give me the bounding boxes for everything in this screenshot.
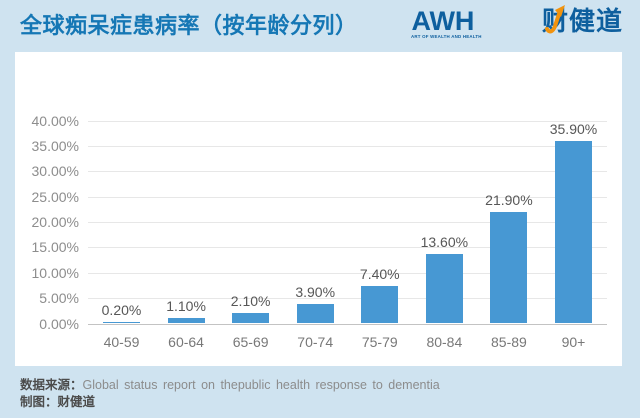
x-tick-label: 75-79: [361, 333, 398, 350]
awh-logo-tagline: ART OF WEALTH AND HEALTH: [411, 34, 483, 39]
awh-logo-chinese-text: 财健道: [541, 6, 623, 36]
awh-logo-chinese: 财健道: [541, 5, 623, 36]
bar: [232, 312, 270, 324]
y-tick-label: 35.00%: [31, 137, 79, 154]
credit-text: 财健道: [57, 395, 96, 409]
y-tick-label: 20.00%: [31, 214, 79, 230]
bar: [103, 322, 140, 324]
y-tick-label: 25.00%: [31, 188, 79, 205]
awh-logo-wordmark: AWH: [411, 6, 475, 36]
bar-value-label: 13.60%: [420, 234, 469, 251]
x-tick-label: 65-69: [232, 333, 269, 350]
x-tick-label: 70-74: [297, 333, 334, 350]
gridline: [88, 196, 607, 198]
gridline: [88, 247, 607, 249]
bar: [490, 212, 528, 324]
gridline: [88, 298, 607, 300]
credit-label: 制图：: [20, 395, 58, 409]
x-tick-label: 85-89: [491, 333, 527, 350]
bar-chart: 0.00% 5.00% 10.00% 15.00% 20.00% 25.00% 30.00%…: [15, 52, 622, 366]
credit-line: 制图：财健道: [20, 394, 95, 410]
gridline: [88, 222, 607, 223]
x-tick-label: 80-84: [426, 333, 463, 350]
x-axis-line: [88, 323, 607, 325]
bar: [425, 254, 463, 324]
bar-value-label: 1.10%: [166, 297, 206, 314]
bar: [554, 141, 592, 324]
bar: [296, 303, 334, 324]
y-tick-label: 5.00%: [39, 290, 79, 307]
data-source-label: 数据来源：: [20, 378, 83, 392]
data-source-line: 数据来源：Global status report on thepublic h…: [20, 377, 440, 393]
bar-value-label: 21.90%: [485, 192, 533, 209]
awh-logo-left: AWH ART OF WEALTH AND HEALTH: [411, 8, 540, 40]
x-tick-label: 90+: [561, 333, 586, 350]
data-source-text: Global status report on thepublic health…: [82, 378, 440, 392]
bar-value-label: 0.20%: [101, 302, 142, 319]
bar: [361, 285, 399, 324]
y-tick-label: 40.00%: [31, 112, 79, 129]
awh-logo-tagline-wrap: ART OF WEALTH AND HEALTH: [411, 34, 540, 40]
y-tick-label: 10.00%: [31, 264, 79, 281]
y-tick-label: 15.00%: [31, 239, 79, 256]
bar-value-label: 2.10%: [230, 292, 271, 309]
chart-card: 0.00% 5.00% 10.00% 15.00% 20.00% 25.00% 30.00%…: [15, 52, 622, 366]
bar-value-label: 3.90%: [295, 283, 336, 300]
gridline: [88, 272, 607, 274]
gridline: [88, 145, 607, 147]
awh-logo: AWH ART OF WEALTH AND HEALTH 财健道: [411, 5, 623, 40]
bar: [167, 317, 205, 324]
y-tick-label: 30.00%: [31, 163, 79, 180]
bar-value-label: 7.40%: [359, 265, 400, 282]
gridline: [88, 120, 607, 122]
x-tick-label: 40-59: [103, 333, 140, 350]
gridline: [88, 171, 607, 173]
y-tick-label: 0.00%: [39, 315, 79, 332]
x-tick-label: 60-64: [168, 333, 204, 350]
page-title: 全球痴呆症患病率（按年龄分列）: [20, 13, 358, 38]
bar-value-label: 35.90%: [549, 121, 598, 138]
